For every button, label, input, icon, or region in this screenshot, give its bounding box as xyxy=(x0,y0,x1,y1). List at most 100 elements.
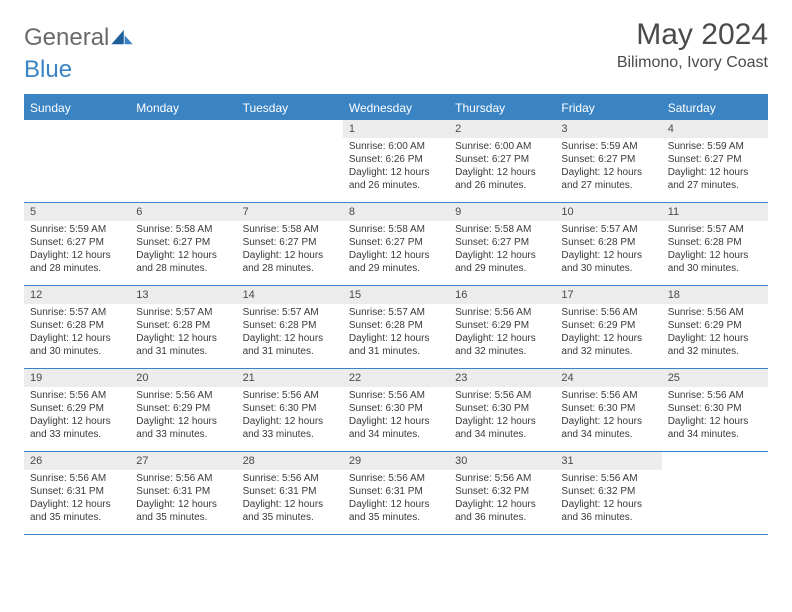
day-cell: 24Sunrise: 5:56 AMSunset: 6:30 PMDayligh… xyxy=(555,369,661,451)
sunrise-text: Sunrise: 5:58 AM xyxy=(349,223,443,236)
day-cell: 18Sunrise: 5:56 AMSunset: 6:29 PMDayligh… xyxy=(662,286,768,368)
daylight-text: Daylight: 12 hours and 27 minutes. xyxy=(668,166,762,192)
day-cell: . xyxy=(237,120,343,202)
day-info: Sunrise: 5:56 AMSunset: 6:32 PMDaylight:… xyxy=(555,470,661,528)
logo-sail-icon xyxy=(111,30,133,46)
daylight-text: Daylight: 12 hours and 30 minutes. xyxy=(30,332,124,358)
sunset-text: Sunset: 6:31 PM xyxy=(349,485,443,498)
sunset-text: Sunset: 6:29 PM xyxy=(668,319,762,332)
day-number: 20 xyxy=(130,369,236,387)
sunrise-text: Sunrise: 5:56 AM xyxy=(455,389,549,402)
sunset-text: Sunset: 6:28 PM xyxy=(349,319,443,332)
day-cell: 26Sunrise: 5:56 AMSunset: 6:31 PMDayligh… xyxy=(24,452,130,534)
daylight-text: Daylight: 12 hours and 32 minutes. xyxy=(668,332,762,358)
day-number: 26 xyxy=(24,452,130,470)
day-number: 6 xyxy=(130,203,236,221)
week-row: 5Sunrise: 5:59 AMSunset: 6:27 PMDaylight… xyxy=(24,203,768,286)
week-row: 19Sunrise: 5:56 AMSunset: 6:29 PMDayligh… xyxy=(24,369,768,452)
day-cell: 11Sunrise: 5:57 AMSunset: 6:28 PMDayligh… xyxy=(662,203,768,285)
sunset-text: Sunset: 6:27 PM xyxy=(561,153,655,166)
sunset-text: Sunset: 6:29 PM xyxy=(455,319,549,332)
sunrise-text: Sunrise: 5:56 AM xyxy=(30,472,124,485)
sunset-text: Sunset: 6:31 PM xyxy=(243,485,337,498)
day-info: Sunrise: 5:56 AMSunset: 6:29 PMDaylight:… xyxy=(555,304,661,362)
day-number: 9 xyxy=(449,203,555,221)
day-cell: 17Sunrise: 5:56 AMSunset: 6:29 PMDayligh… xyxy=(555,286,661,368)
day-cell: 19Sunrise: 5:56 AMSunset: 6:29 PMDayligh… xyxy=(24,369,130,451)
day-info: Sunrise: 5:56 AMSunset: 6:29 PMDaylight:… xyxy=(449,304,555,362)
day-number: 31 xyxy=(555,452,661,470)
day-cell: . xyxy=(130,120,236,202)
day-number: 30 xyxy=(449,452,555,470)
month-title: May 2024 xyxy=(617,18,768,52)
day-number: 17 xyxy=(555,286,661,304)
daylight-text: Daylight: 12 hours and 32 minutes. xyxy=(561,332,655,358)
day-header: Saturday xyxy=(662,96,768,120)
day-number: 23 xyxy=(449,369,555,387)
day-info: Sunrise: 5:56 AMSunset: 6:29 PMDaylight:… xyxy=(24,387,130,445)
day-info: Sunrise: 5:57 AMSunset: 6:28 PMDaylight:… xyxy=(555,221,661,279)
daylight-text: Daylight: 12 hours and 26 minutes. xyxy=(455,166,549,192)
day-number: 8 xyxy=(343,203,449,221)
day-info: Sunrise: 5:56 AMSunset: 6:30 PMDaylight:… xyxy=(662,387,768,445)
day-cell: 22Sunrise: 5:56 AMSunset: 6:30 PMDayligh… xyxy=(343,369,449,451)
daylight-text: Daylight: 12 hours and 31 minutes. xyxy=(136,332,230,358)
sunrise-text: Sunrise: 5:56 AM xyxy=(455,306,549,319)
day-number: 7 xyxy=(237,203,343,221)
day-cell: 27Sunrise: 5:56 AMSunset: 6:31 PMDayligh… xyxy=(130,452,236,534)
day-header: Tuesday xyxy=(237,96,343,120)
day-info: Sunrise: 5:59 AMSunset: 6:27 PMDaylight:… xyxy=(24,221,130,279)
day-cell: 23Sunrise: 5:56 AMSunset: 6:30 PMDayligh… xyxy=(449,369,555,451)
sunrise-text: Sunrise: 5:57 AM xyxy=(243,306,337,319)
day-number: 27 xyxy=(130,452,236,470)
day-cell: 8Sunrise: 5:58 AMSunset: 6:27 PMDaylight… xyxy=(343,203,449,285)
day-cell: 21Sunrise: 5:56 AMSunset: 6:30 PMDayligh… xyxy=(237,369,343,451)
day-info: Sunrise: 5:58 AMSunset: 6:27 PMDaylight:… xyxy=(449,221,555,279)
day-number: 1 xyxy=(343,120,449,138)
day-header: Wednesday xyxy=(343,96,449,120)
sunset-text: Sunset: 6:30 PM xyxy=(561,402,655,415)
day-header: Friday xyxy=(555,96,661,120)
week-row: 26Sunrise: 5:56 AMSunset: 6:31 PMDayligh… xyxy=(24,452,768,535)
sunrise-text: Sunrise: 5:56 AM xyxy=(349,472,443,485)
day-info: Sunrise: 5:59 AMSunset: 6:27 PMDaylight:… xyxy=(555,138,661,196)
daylight-text: Daylight: 12 hours and 33 minutes. xyxy=(243,415,337,441)
day-cell: 3Sunrise: 5:59 AMSunset: 6:27 PMDaylight… xyxy=(555,120,661,202)
day-number: 16 xyxy=(449,286,555,304)
sunrise-text: Sunrise: 6:00 AM xyxy=(455,140,549,153)
daylight-text: Daylight: 12 hours and 32 minutes. xyxy=(455,332,549,358)
logo-word-2: Blue xyxy=(24,56,72,84)
sunrise-text: Sunrise: 5:56 AM xyxy=(349,389,443,402)
day-info: Sunrise: 5:57 AMSunset: 6:28 PMDaylight:… xyxy=(24,304,130,362)
day-cell: 16Sunrise: 5:56 AMSunset: 6:29 PMDayligh… xyxy=(449,286,555,368)
sunset-text: Sunset: 6:30 PM xyxy=(349,402,443,415)
sunset-text: Sunset: 6:30 PM xyxy=(455,402,549,415)
daylight-text: Daylight: 12 hours and 26 minutes. xyxy=(349,166,443,192)
daylight-text: Daylight: 12 hours and 28 minutes. xyxy=(30,249,124,275)
sunrise-text: Sunrise: 5:57 AM xyxy=(136,306,230,319)
day-header: Sunday xyxy=(24,96,130,120)
day-cell: 9Sunrise: 5:58 AMSunset: 6:27 PMDaylight… xyxy=(449,203,555,285)
day-info: Sunrise: 5:56 AMSunset: 6:31 PMDaylight:… xyxy=(24,470,130,528)
day-number: 18 xyxy=(662,286,768,304)
day-cell: 15Sunrise: 5:57 AMSunset: 6:28 PMDayligh… xyxy=(343,286,449,368)
day-cell: 1Sunrise: 6:00 AMSunset: 6:26 PMDaylight… xyxy=(343,120,449,202)
day-number: 10 xyxy=(555,203,661,221)
sunset-text: Sunset: 6:31 PM xyxy=(136,485,230,498)
daylight-text: Daylight: 12 hours and 35 minutes. xyxy=(136,498,230,524)
sunrise-text: Sunrise: 5:56 AM xyxy=(136,389,230,402)
daylight-text: Daylight: 12 hours and 34 minutes. xyxy=(349,415,443,441)
day-info: Sunrise: 5:56 AMSunset: 6:30 PMDaylight:… xyxy=(237,387,343,445)
sunrise-text: Sunrise: 5:57 AM xyxy=(349,306,443,319)
day-number: 24 xyxy=(555,369,661,387)
daylight-text: Daylight: 12 hours and 29 minutes. xyxy=(349,249,443,275)
day-cell: . xyxy=(662,452,768,534)
day-number: 13 xyxy=(130,286,236,304)
sunset-text: Sunset: 6:26 PM xyxy=(349,153,443,166)
sunrise-text: Sunrise: 5:56 AM xyxy=(455,472,549,485)
sunrise-text: Sunrise: 5:58 AM xyxy=(243,223,337,236)
day-cell: 25Sunrise: 5:56 AMSunset: 6:30 PMDayligh… xyxy=(662,369,768,451)
sunset-text: Sunset: 6:31 PM xyxy=(30,485,124,498)
day-number: 4 xyxy=(662,120,768,138)
day-number: 2 xyxy=(449,120,555,138)
